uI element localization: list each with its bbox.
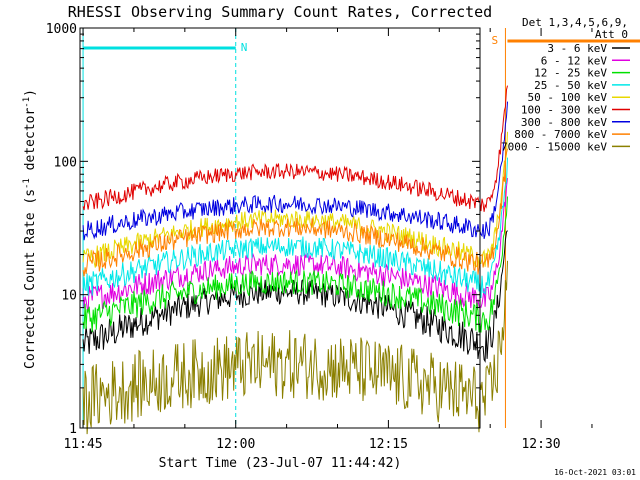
legend-header-line2: Att 0 [595, 28, 628, 41]
y-axis-label-main: Corrected Count Rate (s [23, 189, 38, 369]
series-line-pre [82, 196, 508, 333]
x-tick-label: 12:30 [521, 437, 560, 452]
footer-date: 16-Oct-2021 03:01 [554, 468, 636, 477]
series-line-pre [82, 85, 508, 212]
saa-label: S [491, 34, 498, 47]
y-axis-label-sup1: -1 [22, 178, 32, 189]
series-line-pre [82, 101, 508, 241]
y-axis-label-mid: detector [23, 108, 38, 179]
legend-label: 25 - 50 keV [534, 79, 607, 92]
x-tick-label: 11:45 [63, 437, 102, 452]
y-axis-label-end: ) [23, 89, 38, 97]
x-tick-label: 12:15 [369, 437, 408, 452]
legend-label: 12 - 25 keV [534, 67, 607, 80]
legend-label: 50 - 100 keV [528, 91, 608, 104]
x-tick-label: 12:00 [216, 437, 255, 452]
series-line-pre [82, 178, 508, 313]
plot-area: NS110100100011:4512:0012:1512:3012:4513:… [46, 22, 640, 452]
legend-label: 300 - 800 keV [521, 116, 607, 129]
legend-label: 800 - 7000 keV [514, 128, 607, 141]
legend-label: 6 - 12 keV [541, 54, 608, 67]
x-axis-label: Start Time (23-Jul-07 11:44:42) [159, 456, 402, 471]
night-label: N [241, 41, 248, 54]
legend-label: 3 - 6 keV [547, 42, 607, 55]
y-tick-label: 1 [69, 422, 77, 437]
y-tick-label: 100 [54, 155, 77, 170]
legend-header-line1: Det 1,3,4,5,6,9, [522, 16, 628, 29]
series-line-pre [82, 230, 508, 363]
axes-frame [79, 27, 481, 429]
y-tick-label: 10 [61, 289, 77, 304]
y-axis-label-sup2: -1 [22, 97, 32, 108]
series-line-pre [82, 260, 508, 435]
chart-title: RHESSI Observing Summary Count Rates, Co… [68, 3, 492, 21]
series-line-pre [82, 157, 508, 299]
legend-label: 7000 - 15000 keV [501, 140, 607, 153]
series-line-pre [82, 148, 508, 277]
y-tick-label: 1000 [46, 22, 77, 37]
y-axis-label: Corrected Count Rate (s-1 detector-1) [22, 89, 38, 369]
legend-label: 100 - 300 keV [521, 104, 607, 117]
